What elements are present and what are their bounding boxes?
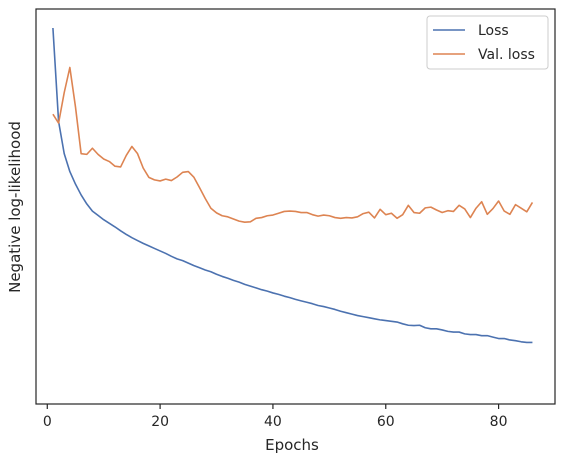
- y-axis-label: Negative log-likelihood: [6, 121, 24, 293]
- axes-frame: [35, 8, 556, 405]
- series-line-loss: [52, 27, 533, 344]
- x-axis-label: Epochs: [265, 436, 319, 454]
- x-tick-label: 0: [43, 414, 52, 430]
- x-tick-label: 60: [377, 414, 395, 430]
- x-tick-label: 80: [490, 414, 508, 430]
- legend-label-val-loss: Val. loss: [478, 47, 535, 63]
- legend-label-loss: Loss: [478, 23, 509, 39]
- x-tick-label: 20: [151, 414, 169, 430]
- plot-lines: [52, 27, 534, 344]
- series-line-val-loss: [52, 66, 534, 224]
- x-axis-ticks: 0 20 40 60 80: [43, 404, 508, 430]
- x-tick-label: 40: [264, 414, 282, 430]
- legend: Loss Val. loss: [426, 15, 549, 70]
